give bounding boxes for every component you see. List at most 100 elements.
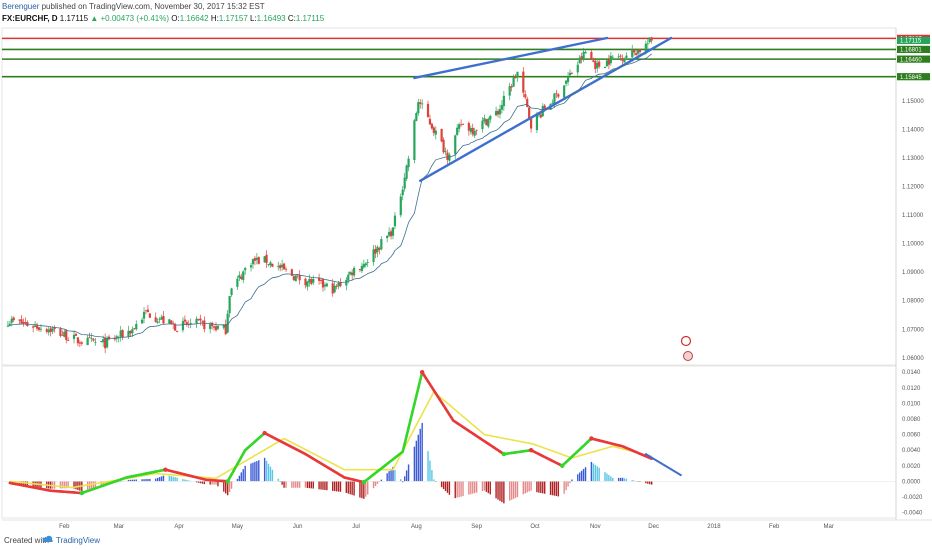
histogram-bar: [512, 481, 515, 499]
time-tick-label: 2018: [707, 524, 721, 530]
histogram-bar: [365, 481, 367, 497]
histogram-bar: [225, 481, 227, 494]
candle-body: [76, 337, 80, 344]
histogram-bar: [174, 477, 176, 482]
histogram-bar: [530, 481, 532, 491]
candle-body: [224, 324, 227, 335]
candle-body: [168, 319, 171, 324]
price-label-text: 1.17115: [900, 39, 922, 45]
candle-body: [448, 154, 451, 161]
price-tick-label: 1.13000: [902, 156, 924, 162]
price-axis-ticks: 1.15000 1.14000 1.13000 1.12000 1.11000 1.100…: [902, 99, 924, 362]
histogram-bar: [211, 481, 213, 485]
author-link[interactable]: Berenguer: [2, 2, 40, 11]
candle-body: [635, 53, 638, 56]
candle-body: [362, 264, 365, 268]
time-tick-label: Sep: [471, 524, 482, 530]
histogram-bar: [594, 464, 596, 482]
histogram-bar: [63, 481, 65, 489]
tradingview-chart[interactable]: 1.15000 1.14000 1.13000 1.12000 1.11000 1.100…: [0, 0, 932, 532]
candle-body: [353, 267, 356, 276]
event-markers[interactable]: [680, 335, 693, 361]
histogram-bar: [431, 470, 433, 482]
candle-body: [279, 265, 282, 269]
histogram-bar: [345, 481, 348, 493]
candle-body: [380, 239, 383, 250]
candle-body: [102, 339, 105, 343]
chart-header: Berenguer published on TradingView.com, …: [0, 0, 932, 28]
candle-body: [133, 328, 136, 330]
price-label-text: 1.15845: [900, 75, 922, 81]
price-tick-label: 1.14000: [902, 127, 924, 133]
macd-segment: [416, 378, 422, 390]
histogram-bar: [460, 481, 462, 497]
histogram-bar: [610, 476, 612, 482]
candle-body: [557, 94, 560, 97]
candle-body: [63, 331, 66, 337]
histogram-bar: [526, 481, 528, 493]
time-tick-label: Feb: [59, 524, 70, 530]
histogram-bar: [549, 481, 552, 495]
histogram-bar: [446, 481, 449, 493]
candle-body: [551, 102, 554, 104]
histogram-bar: [468, 481, 470, 495]
candle-body: [494, 111, 498, 116]
time-tick-label: Feb: [769, 524, 780, 530]
candle-body: [555, 92, 558, 94]
histogram-bar: [73, 481, 75, 489]
candle-body: [417, 102, 420, 114]
candle-body: [543, 105, 546, 110]
candle-body: [413, 120, 416, 161]
price-tick-label: 1.15000: [902, 99, 924, 105]
candle-body: [646, 43, 649, 45]
candle-body: [331, 283, 334, 294]
candle-body: [209, 324, 212, 329]
histogram-bar: [495, 481, 497, 499]
histogram-bar: [118, 481, 120, 482]
time-tick-label: Mar: [114, 524, 124, 530]
histogram-bar: [419, 428, 421, 482]
candle-body: [72, 334, 76, 339]
candle-body: [6, 325, 9, 327]
histogram-bar: [335, 481, 338, 492]
histogram-bar: [320, 481, 322, 490]
histogram-bar: [544, 481, 546, 494]
candle-body: [49, 328, 52, 332]
candle-body: [298, 274, 301, 281]
histogram-bar: [228, 481, 231, 493]
histogram-bar: [217, 481, 219, 487]
macd-histogram: [2, 422, 896, 504]
candle-body: [347, 274, 350, 281]
candle-body: [282, 263, 286, 270]
histogram-bar: [497, 481, 499, 500]
macd-tick-label: 0.0000: [902, 479, 921, 485]
candle-body: [135, 323, 138, 330]
histogram-bar: [75, 481, 77, 490]
macd-trendline: [644, 453, 682, 477]
price-label-box: [897, 55, 930, 63]
candle-body: [292, 276, 295, 280]
candle-body: [140, 319, 144, 324]
candle-body: [619, 55, 622, 57]
price-label-box: [897, 45, 930, 53]
candle-body: [389, 231, 393, 237]
histogram-bar: [265, 460, 268, 482]
histogram-bar: [160, 476, 163, 482]
candle-body: [386, 235, 389, 239]
tradingview-brand[interactable]: TradingView: [56, 536, 101, 545]
histogram-bar: [155, 478, 157, 482]
histogram-bar: [403, 476, 406, 482]
candle-body: [20, 319, 23, 324]
histogram-bar: [236, 478, 239, 482]
histogram-bar: [333, 481, 336, 492]
histogram-bar: [619, 477, 622, 482]
candle-body: [10, 318, 13, 323]
histogram-bar: [584, 467, 587, 482]
candle-body: [144, 310, 148, 312]
time-tick-label: May: [232, 524, 243, 530]
candle-body: [440, 128, 443, 142]
event-icon[interactable]: [683, 351, 693, 361]
histogram-bar: [553, 481, 556, 496]
candle-body: [156, 321, 159, 323]
event-icon[interactable]: [680, 335, 692, 347]
